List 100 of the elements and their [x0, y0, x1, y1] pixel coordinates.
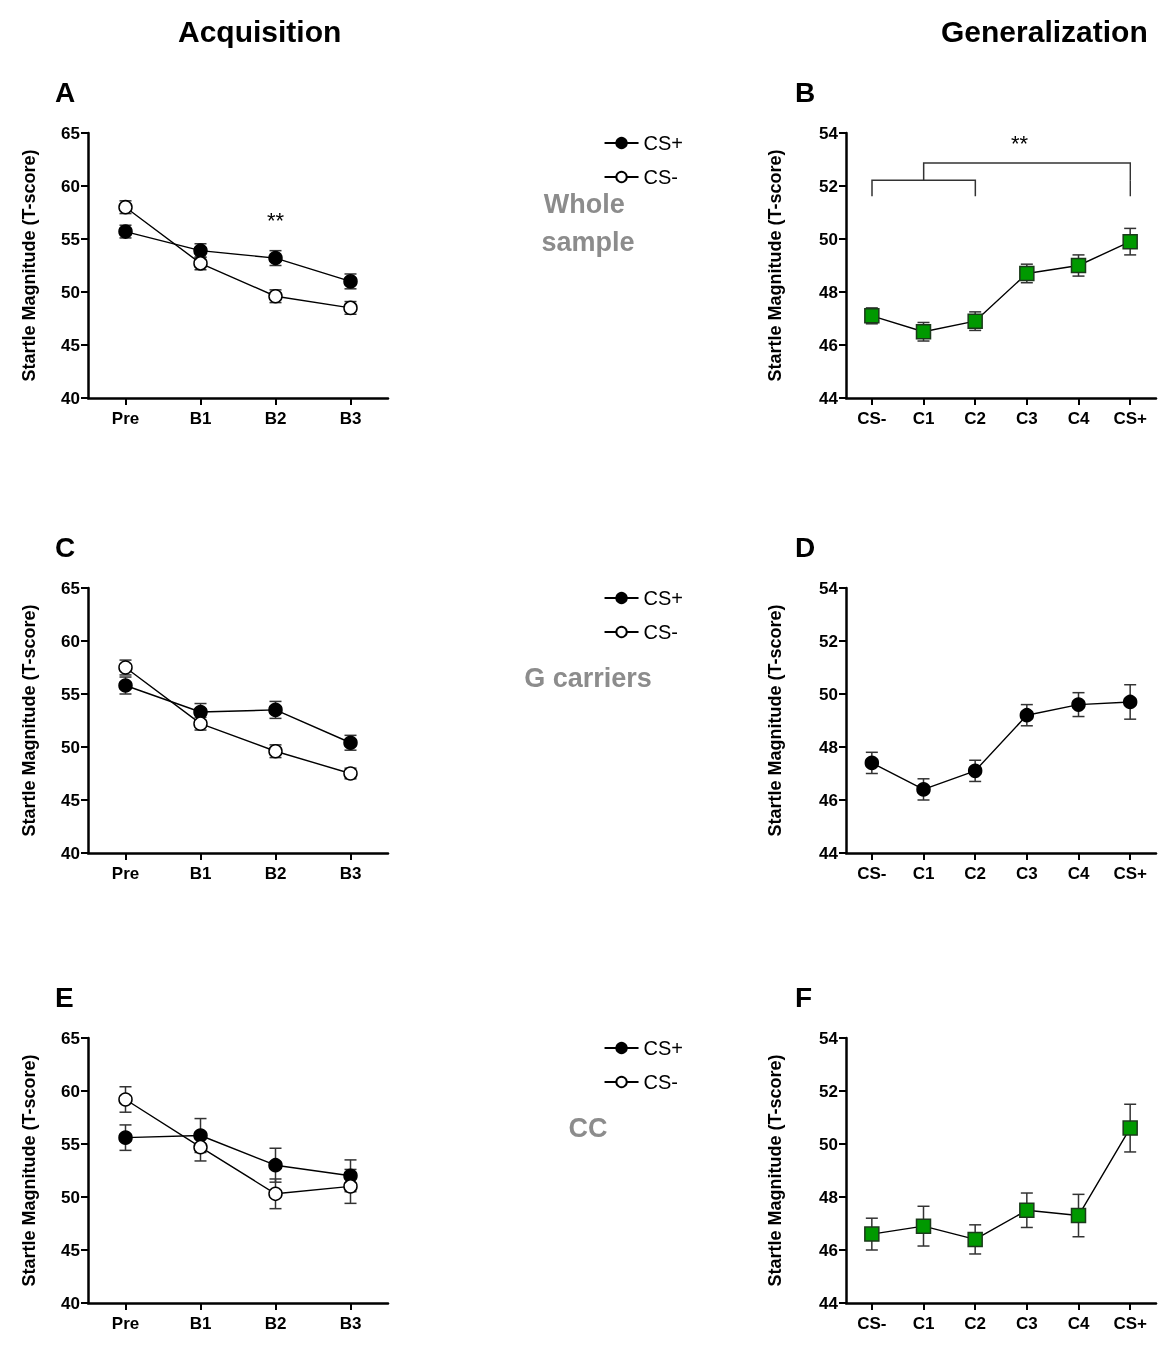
- y-tick-label: 44: [819, 1293, 839, 1313]
- x-tick-label: CS-: [857, 1314, 887, 1333]
- x-tick-label: Pre: [111, 1314, 140, 1333]
- x-tick-label: B3: [339, 409, 362, 428]
- y-tick-label: 45: [61, 790, 80, 810]
- x-tick-label: B3: [339, 864, 362, 883]
- y-tick-label: 54: [819, 1028, 839, 1048]
- y-tick-label: 45: [61, 335, 80, 355]
- y-tick-label: 50: [61, 737, 80, 757]
- x-tick-label: C4: [1067, 1314, 1090, 1333]
- point: [1071, 697, 1086, 712]
- y-tick-label: 50: [61, 1187, 80, 1207]
- x-tick-label: C4: [1067, 409, 1090, 428]
- y-tick-label: 60: [61, 631, 80, 651]
- x-tick-label: B2: [264, 1314, 287, 1333]
- point: [268, 1186, 283, 1202]
- x-tick-label: C1: [912, 409, 935, 428]
- y-tick-label: 40: [61, 388, 80, 408]
- y-tick-label: 46: [819, 790, 838, 810]
- chart-title: D: [795, 531, 816, 563]
- x-tick-label: CS+: [1113, 1314, 1148, 1333]
- y-tick-label: 44: [819, 388, 839, 408]
- y-tick-label: 45: [61, 1240, 80, 1260]
- legend-label: CS+: [643, 587, 684, 609]
- point: [915, 1218, 932, 1234]
- y-tick-label: 50: [819, 229, 838, 249]
- y-tick-label: 55: [61, 1134, 80, 1154]
- x-tick-label: C1: [912, 1314, 935, 1333]
- x-tick-label: CS+: [1113, 864, 1148, 883]
- point: [1019, 707, 1035, 723]
- point: [967, 1231, 983, 1248]
- text: Whole sample: [541, 189, 635, 257]
- x-tick-label: C3: [1015, 1314, 1038, 1333]
- x-tick-label: Pre: [111, 409, 140, 428]
- y-tick-label: 52: [819, 176, 838, 196]
- chart-title: A: [55, 76, 76, 108]
- y-tick-label: 48: [819, 1187, 838, 1207]
- y-tick-label: 50: [819, 684, 838, 704]
- point: [916, 782, 931, 797]
- x-tick-label: B3: [339, 1314, 362, 1333]
- y-tick-label: 40: [61, 1293, 80, 1313]
- y-tick-label: 48: [819, 737, 838, 757]
- text: G carriers: [524, 663, 652, 693]
- legend-label: CS-: [643, 1071, 678, 1093]
- point: [967, 763, 983, 779]
- chart-title: F: [795, 981, 813, 1013]
- y-tick-label: 65: [61, 123, 80, 143]
- x-tick-label: B2: [264, 409, 287, 428]
- point: [193, 1139, 208, 1155]
- y-tick-label: 60: [61, 176, 80, 196]
- point: [1019, 1202, 1035, 1218]
- y-tick-label: 40: [61, 843, 80, 863]
- y-tick-label: 65: [61, 578, 80, 598]
- y-tick-label: 50: [819, 1134, 838, 1154]
- point: [268, 1157, 283, 1173]
- x-tick-label: CS+: [1113, 409, 1148, 428]
- y-axis-title: Startle Magnitude (T-score): [19, 1054, 39, 1287]
- x-tick-label: C3: [1015, 864, 1038, 883]
- legend-label: CS+: [643, 1037, 684, 1059]
- annotation: **: [266, 207, 285, 233]
- chart-title: C: [55, 531, 76, 563]
- point: [1122, 694, 1138, 710]
- x-tick-label: C2: [964, 409, 987, 428]
- y-tick-label: 55: [61, 684, 80, 704]
- x-tick-label: Pre: [111, 864, 140, 883]
- point: [864, 1226, 880, 1242]
- y-tick-label: 44: [819, 843, 839, 863]
- y-axis-title: Startle Magnitude (T-score): [765, 604, 785, 837]
- y-tick-label: 60: [61, 1081, 80, 1101]
- point: [118, 1092, 133, 1107]
- y-tick-label: 65: [61, 1028, 80, 1048]
- x-tick-label: C3: [1015, 409, 1038, 428]
- chart-title: B: [795, 76, 816, 108]
- point: [193, 1128, 208, 1143]
- point: [864, 755, 880, 771]
- legend-label: CS-: [643, 166, 678, 188]
- point: [1122, 233, 1138, 250]
- point: [1070, 1207, 1087, 1224]
- x-tick-label: CS-: [857, 864, 887, 883]
- text: Acquisition: [178, 14, 342, 48]
- text: CC: [568, 1113, 608, 1143]
- point: [343, 1179, 358, 1194]
- y-axis-title: Startle Magnitude (T-score): [765, 149, 785, 382]
- x-tick-label: C2: [964, 864, 987, 883]
- y-axis-title: Startle Magnitude (T-score): [19, 604, 39, 837]
- x-tick-label: B1: [189, 864, 212, 883]
- y-tick-label: 54: [819, 578, 839, 598]
- annotation: **: [1011, 131, 1029, 157]
- y-tick-label: 52: [819, 631, 838, 651]
- y-tick-label: 50: [61, 282, 80, 302]
- y-tick-label: 54: [819, 123, 839, 143]
- y-axis-title: Startle Magnitude (T-score): [765, 1054, 785, 1287]
- text: Generalization: [941, 14, 1148, 48]
- point: [1122, 1120, 1138, 1136]
- x-tick-label: CS-: [857, 409, 887, 428]
- legend-label: CS+: [643, 132, 684, 154]
- y-tick-label: 55: [61, 229, 80, 249]
- x-tick-label: B1: [189, 1314, 212, 1333]
- x-tick-label: C2: [964, 1314, 987, 1333]
- y-axis-title: Startle Magnitude (T-score): [19, 149, 39, 382]
